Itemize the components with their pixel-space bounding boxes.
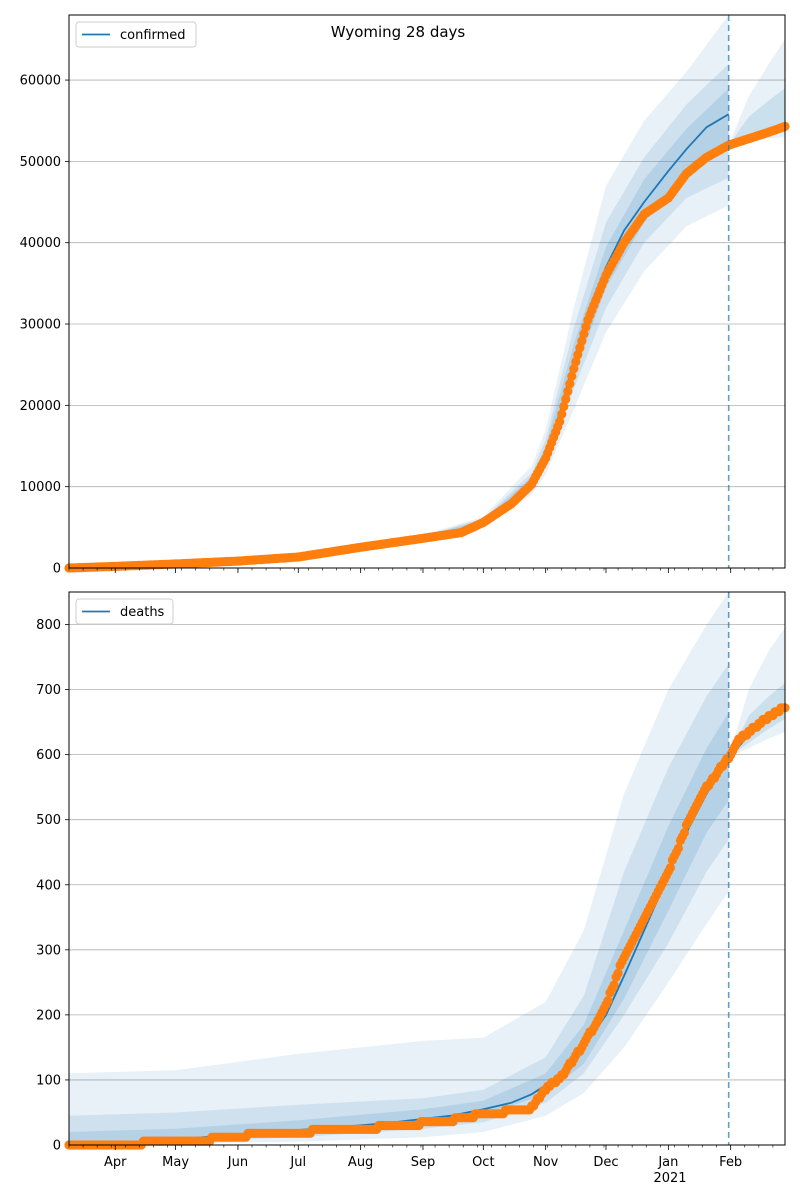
observed-point bbox=[557, 409, 567, 419]
y-tick-label: 800 bbox=[36, 618, 61, 633]
observed-point bbox=[563, 386, 573, 396]
chart-title: Wyoming 28 days bbox=[331, 23, 466, 41]
observed-point bbox=[559, 401, 569, 412]
observed-point bbox=[609, 980, 619, 990]
y-tick-label: 0 bbox=[53, 1139, 61, 1154]
axes-frame bbox=[68, 14, 786, 569]
legend: confirmed bbox=[75, 21, 197, 48]
observed-point bbox=[579, 329, 589, 339]
confidence-band-outer bbox=[69, 15, 729, 568]
y-tick-label: 20000 bbox=[20, 399, 61, 414]
y-tick-label: 700 bbox=[36, 683, 61, 698]
x-tick-label: Apr bbox=[104, 1155, 127, 1170]
y-tick-label: 0 bbox=[53, 562, 61, 577]
observed-point bbox=[679, 828, 690, 838]
confidence-band-middle bbox=[69, 63, 729, 569]
legend: deaths bbox=[75, 598, 174, 625]
observed-point bbox=[575, 343, 585, 353]
observed-point bbox=[577, 336, 587, 346]
observed-point bbox=[567, 371, 577, 381]
y-tick-label: 60000 bbox=[20, 74, 61, 89]
y-tick-label: 500 bbox=[36, 813, 61, 828]
y-tick-label: 600 bbox=[36, 748, 61, 763]
confidence-band-after-outer bbox=[728, 39, 785, 146]
y-tick-label: 300 bbox=[36, 943, 61, 958]
x-tick-label: Sep bbox=[411, 1155, 436, 1170]
observed-point bbox=[561, 394, 571, 404]
legend-label: confirmed bbox=[120, 28, 186, 43]
observed-point bbox=[613, 968, 623, 978]
observed-point bbox=[673, 843, 684, 853]
x-tick-label: Jul bbox=[289, 1155, 306, 1170]
x-tick-label: Jun bbox=[227, 1155, 248, 1170]
x-tick-label: Aug bbox=[348, 1155, 373, 1170]
y-tick-label: 400 bbox=[36, 878, 61, 893]
panel-deaths: 0 100 200 300 400 500 600 700 800 Apr May Jun Jul Aug… bbox=[36, 591, 790, 1170]
y-tick-label: 30000 bbox=[20, 318, 61, 333]
observed-point bbox=[565, 379, 575, 389]
observed-point bbox=[569, 364, 579, 374]
y-tick-label: 40000 bbox=[20, 236, 61, 251]
observed-point bbox=[555, 417, 565, 427]
observed-point bbox=[665, 863, 676, 873]
observed-points bbox=[64, 703, 790, 1150]
axes-frame bbox=[68, 591, 786, 1146]
x-tick-label: Oct bbox=[472, 1155, 494, 1170]
y-tick-label: 100 bbox=[36, 1073, 61, 1088]
x-tick-label: Dec bbox=[593, 1155, 618, 1170]
x-tick-label: Nov bbox=[533, 1155, 559, 1170]
confidence-band-outer bbox=[69, 592, 729, 1145]
legend-label: deaths bbox=[120, 605, 165, 620]
observed-point bbox=[581, 322, 591, 332]
y-tick-label: 200 bbox=[36, 1008, 61, 1023]
observed-point bbox=[573, 350, 583, 360]
x-tick-label: Jan bbox=[657, 1155, 678, 1170]
y-tick-label: 50000 bbox=[20, 155, 61, 170]
confidence-band-after-outer bbox=[728, 627, 785, 758]
x-tick-label: May bbox=[162, 1155, 189, 1170]
legend-box bbox=[75, 21, 197, 48]
x-year-label: 2021 bbox=[653, 1171, 686, 1186]
observed-point bbox=[603, 996, 613, 1006]
x-tick-label: Feb bbox=[719, 1155, 742, 1170]
observed-point bbox=[571, 357, 581, 367]
panel-confirmed: 0 10000 20000 30000 40000 50000 60000 confirmed bbox=[20, 14, 790, 577]
legend-box bbox=[75, 598, 174, 625]
y-tick-label: 10000 bbox=[20, 480, 61, 495]
